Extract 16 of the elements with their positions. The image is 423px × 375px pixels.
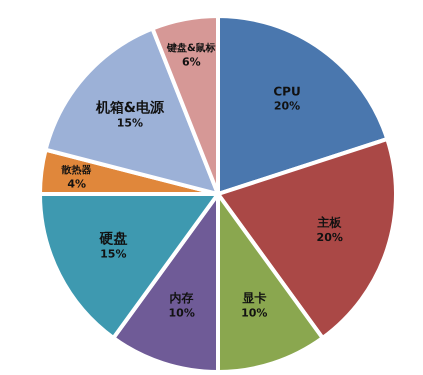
slice-label: 主板 xyxy=(316,216,343,230)
data-label: 6% xyxy=(182,55,201,68)
slice-label: 显卡 xyxy=(241,291,266,306)
slice-label: 机箱&电源 xyxy=(94,100,165,116)
slice-label: 散热器 xyxy=(60,164,92,176)
data-label: 4% xyxy=(67,177,86,190)
slice-label: CPU xyxy=(273,84,301,98)
data-label: 15% xyxy=(100,247,126,260)
data-label: 20% xyxy=(274,100,300,113)
data-label: 15% xyxy=(116,116,144,130)
data-label: 20% xyxy=(316,231,343,244)
slice-label: 内存 xyxy=(170,291,194,306)
data-label: 10% xyxy=(168,306,195,320)
data-label: 10% xyxy=(241,306,268,320)
slice-label: 键盘&鼠标 xyxy=(166,42,216,54)
slice-label: 硬盘 xyxy=(98,231,128,248)
